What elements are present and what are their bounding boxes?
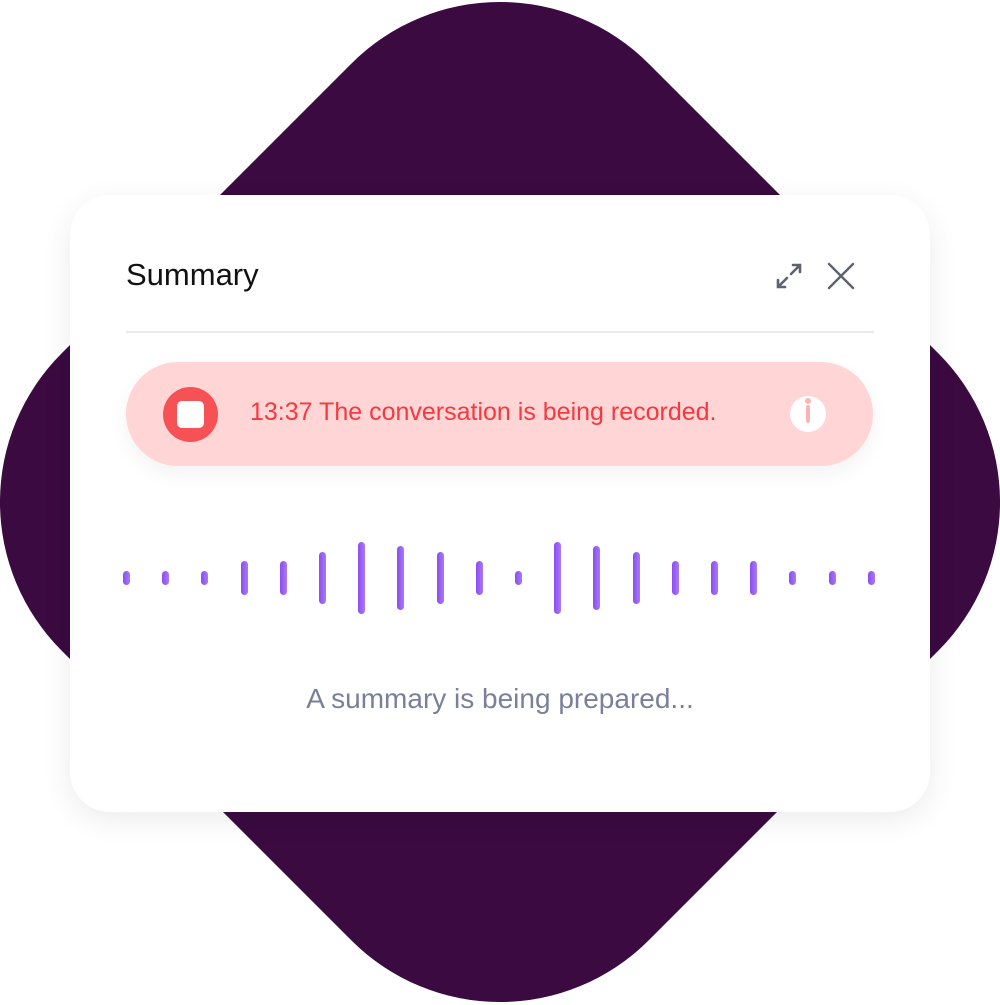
- waveform-bar: [201, 571, 209, 585]
- waveform-bar: [711, 561, 718, 595]
- waveform-bar: [475, 561, 483, 595]
- audio-waveform: [70, 525, 930, 625]
- waveform-bar: [358, 542, 366, 614]
- recording-message: 13:37 The conversation is being recorded…: [250, 398, 717, 426]
- waveform-bar: [671, 561, 679, 595]
- stop-recording-button[interactable]: [163, 387, 218, 442]
- waveform-bar: [123, 571, 130, 585]
- close-button[interactable]: [826, 261, 856, 291]
- divider: [126, 331, 874, 333]
- close-icon: [827, 262, 855, 290]
- waveform-bar: [319, 552, 326, 604]
- expand-arrows-icon: [776, 263, 802, 289]
- info-button[interactable]: [790, 396, 826, 432]
- waveform-bar: [162, 571, 170, 585]
- expand-button[interactable]: [774, 261, 804, 291]
- waveform-bar: [867, 571, 875, 585]
- waveform-bar: [750, 561, 758, 595]
- waveform-bar: [632, 552, 640, 604]
- waveform-bar: [436, 552, 444, 604]
- waveform-bar: [828, 571, 836, 585]
- summary-status: A summary is being prepared...: [306, 683, 694, 714]
- stop-icon: [177, 401, 204, 428]
- panel-title: Summary: [126, 257, 259, 292]
- waveform-bar: [240, 561, 248, 595]
- summary-panel: Summary 13:37 The conversation is being …: [70, 195, 930, 812]
- waveform-bar: [515, 571, 522, 585]
- waveform-bar: [397, 545, 405, 611]
- info-icon: [805, 398, 811, 423]
- recording-banner: 13:37 The conversation is being recorded…: [126, 362, 873, 466]
- waveform-bar: [789, 571, 797, 585]
- waveform-bar: [279, 561, 287, 595]
- waveform-bar: [593, 545, 601, 611]
- waveform-bar: [554, 542, 562, 614]
